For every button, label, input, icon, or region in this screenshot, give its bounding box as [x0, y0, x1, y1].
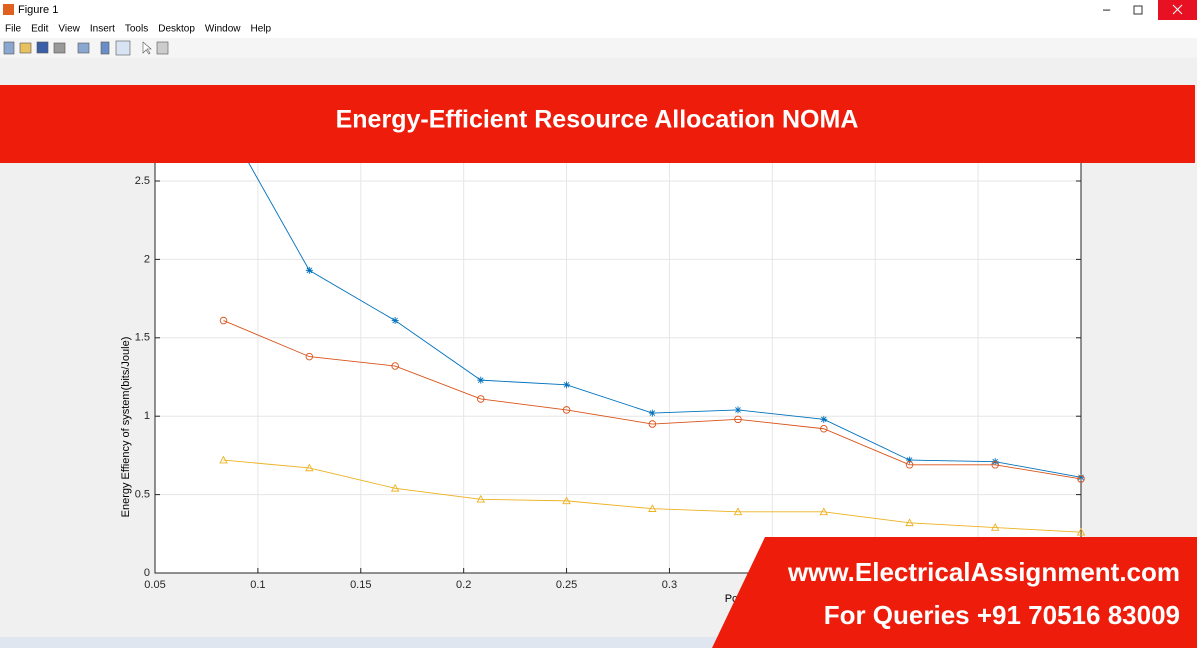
y-tick-label: 2 [144, 253, 150, 265]
title-bar [0, 0, 1197, 20]
menu-item[interactable]: Insert [90, 24, 115, 35]
marker [476, 395, 485, 403]
marker [305, 266, 313, 274]
banner [0, 85, 1195, 163]
taskbar [0, 637, 1197, 648]
marker [1077, 475, 1085, 483]
marker [734, 415, 742, 424]
window-title: Figure 1 [18, 4, 58, 16]
plot-area [155, 100, 1081, 573]
x-tick-label: 0.25 [556, 579, 577, 591]
marker [219, 316, 228, 325]
x-tick-label: 0.2 [456, 579, 471, 591]
tool-colorbar[interactable] [100, 41, 110, 55]
marker [305, 463, 314, 472]
marker [476, 494, 486, 503]
marker [905, 461, 914, 469]
tool-legend[interactable] [115, 40, 131, 56]
marker [905, 518, 914, 527]
tool-new[interactable] [3, 41, 15, 55]
menu-item[interactable]: View [58, 24, 80, 35]
tool-link[interactable] [77, 42, 90, 54]
menu-item[interactable]: Edit [31, 24, 48, 35]
marker [219, 455, 228, 464]
y-tick-label: 0.5 [135, 489, 150, 501]
y-tick-label: 1 [144, 410, 150, 422]
close-icon [1172, 4, 1183, 15]
menu-item[interactable]: Window [205, 24, 241, 35]
marker [390, 483, 400, 492]
marker [562, 496, 571, 505]
x-tick-label: 0.15 [350, 579, 371, 591]
marker [1077, 473, 1085, 481]
app-icon [3, 4, 14, 15]
tool-pointer[interactable] [142, 41, 152, 55]
marker [819, 507, 829, 516]
watermark-contact: For Queries +91 70516 83009 [824, 600, 1180, 630]
y-axis-label: Energy Effiency of system(bits/Joule) [120, 337, 132, 518]
marker [391, 362, 399, 370]
marker [820, 415, 828, 423]
tool-save[interactable] [36, 41, 49, 54]
y-tick-label: 2.5 [135, 175, 150, 187]
x-tick-label: 0.05 [144, 579, 165, 591]
tool-open[interactable] [19, 42, 32, 54]
marker [990, 523, 1000, 531]
marker [648, 409, 656, 417]
toolbar-icons [3, 40, 169, 56]
watermark-site: www.ElectricalAssignment.com [787, 557, 1180, 587]
marker [391, 317, 399, 325]
menu-item[interactable]: Help [251, 24, 272, 35]
maximize-button[interactable] [1133, 5, 1143, 15]
menu-item[interactable]: File [5, 24, 22, 35]
tool-browser[interactable] [156, 41, 169, 55]
y-tick-label: 0 [144, 567, 150, 579]
marker [734, 406, 742, 414]
menu-group: File Edit View Insert Tools Desktop Window Help [5, 24, 272, 35]
menu-item[interactable]: Desktop [158, 24, 195, 35]
x-tick-label: 0.1 [250, 579, 265, 591]
tool-print[interactable] [53, 42, 66, 54]
marker [733, 507, 743, 516]
watermark-box [712, 537, 1197, 648]
marker [991, 461, 999, 469]
marker [820, 424, 828, 433]
marker [648, 420, 657, 428]
x-tick-label: 0.3 [662, 579, 677, 591]
menu-item[interactable]: Tools [125, 24, 148, 35]
marker [1076, 527, 1086, 536]
marker [563, 381, 571, 389]
marker [906, 456, 914, 464]
banner-title: Energy-Efficient Resource Allocation NOM… [336, 106, 859, 134]
marker [477, 376, 485, 384]
marker [562, 406, 571, 414]
toolbar [0, 38, 1197, 58]
marker [648, 504, 657, 512]
series-line [223, 459, 1082, 533]
menu-bar [0, 20, 1197, 38]
minimize-button[interactable]: – [1103, 1, 1111, 16]
y-tick-label: 1.5 [135, 332, 150, 344]
marker [305, 352, 314, 361]
series-line [223, 320, 1082, 480]
